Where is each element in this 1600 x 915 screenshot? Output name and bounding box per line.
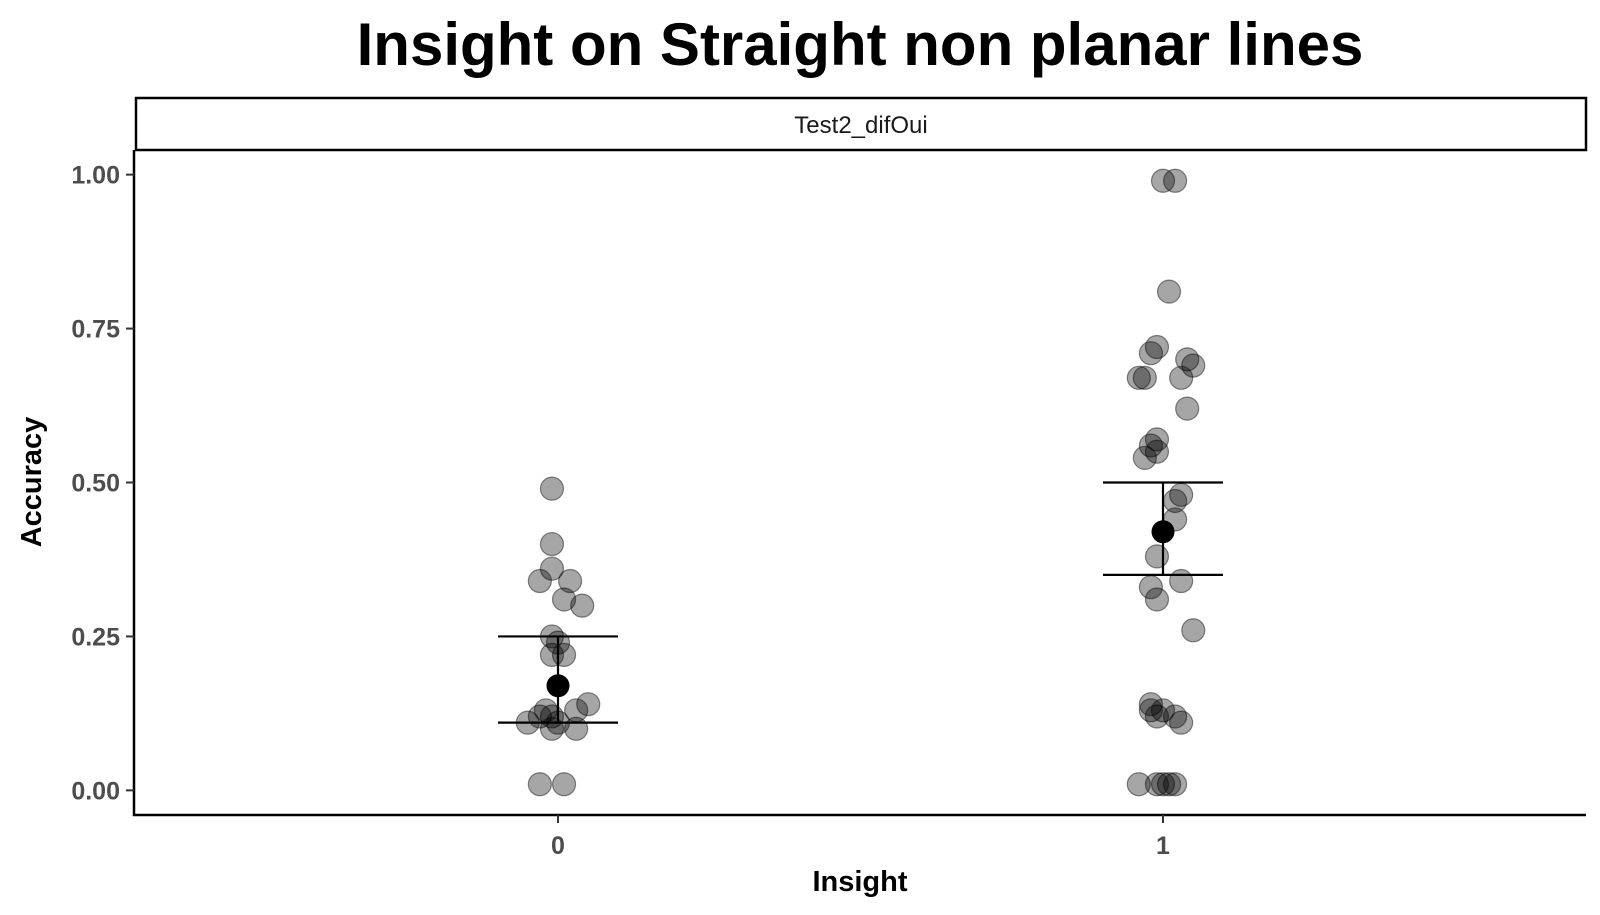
data-point	[1175, 396, 1200, 421]
summary-layer	[498, 481, 1223, 724]
data-point	[1156, 772, 1182, 797]
y-axis-ticks: 0.00 0.25 0.50 0.75 1.00	[71, 162, 134, 805]
data-point	[1169, 568, 1194, 594]
data-point	[1144, 587, 1170, 612]
data-point	[539, 716, 565, 741]
data-point	[1156, 279, 1182, 304]
data-point	[1132, 445, 1157, 470]
mean-point	[1151, 520, 1175, 544]
data-point	[1126, 772, 1151, 797]
y-axis-title: Accuracy	[16, 417, 48, 548]
data-point	[1132, 365, 1157, 390]
data-point	[539, 531, 565, 557]
data-point	[527, 772, 552, 797]
data-point	[551, 772, 577, 797]
data-point	[1162, 704, 1188, 729]
data-point	[1150, 698, 1176, 723]
data-point	[1181, 353, 1206, 378]
x-tick-label: 0	[551, 832, 565, 860]
data-point	[1144, 427, 1170, 452]
data-point	[1169, 710, 1194, 735]
data-point	[1144, 772, 1170, 797]
data-point	[1138, 433, 1164, 458]
data-point	[1144, 439, 1170, 464]
data-point	[576, 692, 601, 717]
data-point	[557, 568, 583, 594]
data-point	[1162, 168, 1188, 193]
data-point	[1138, 341, 1164, 366]
data-point	[1144, 704, 1170, 729]
y-tick-label: 0.75	[71, 316, 120, 344]
data-point	[1138, 698, 1164, 723]
data-point	[551, 587, 577, 612]
data-point	[1144, 334, 1170, 360]
y-tick-label: 0.00	[71, 777, 120, 805]
y-tick-label: 1.00	[71, 162, 120, 190]
data-point	[1169, 365, 1194, 390]
data-point	[551, 642, 577, 668]
data-point	[1162, 772, 1188, 797]
data-point	[1138, 692, 1164, 717]
mean-point	[546, 674, 570, 698]
data-point	[1126, 365, 1151, 390]
points-layer	[515, 168, 1206, 797]
facet-strip-label: Test2_difOui	[794, 112, 927, 139]
data-point	[1144, 544, 1170, 569]
data-point	[1150, 168, 1176, 193]
chart-title: Insight on Straight non planar lines	[357, 11, 1364, 78]
data-point	[539, 476, 565, 501]
x-tick-label: 1	[1156, 832, 1170, 860]
y-tick-label: 0.25	[71, 623, 120, 651]
y-tick-label: 0.50	[71, 470, 120, 498]
data-point	[527, 568, 552, 594]
data-point	[570, 593, 595, 618]
data-point	[539, 556, 565, 581]
x-axis-title: Insight	[812, 866, 907, 898]
data-point	[1181, 618, 1206, 643]
data-point	[564, 716, 589, 741]
facet-strip	[134, 96, 1588, 152]
data-point	[1175, 347, 1200, 372]
data-point	[1150, 772, 1176, 797]
